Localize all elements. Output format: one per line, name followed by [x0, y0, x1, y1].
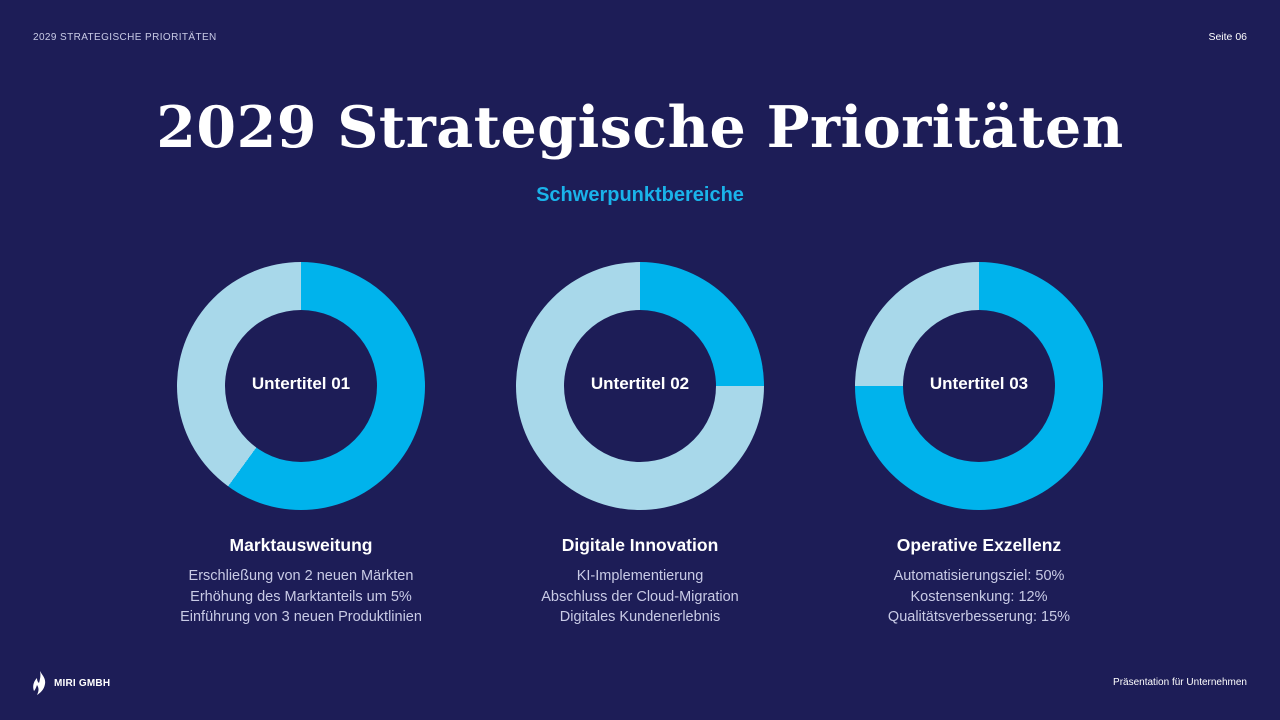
donut-hole-1: [225, 310, 377, 462]
column-heading-2: Digitale Innovation: [561, 535, 719, 555]
donut-chart-3: Untertitel 03: [855, 262, 1103, 510]
column-line: Automatisierungsziel: 50%: [893, 568, 1065, 584]
column-heading-3: Operative Exzellenz: [896, 535, 1062, 555]
company-logo: MIRI GMBH: [33, 671, 110, 695]
column-line: KI-Implementierung: [576, 568, 704, 584]
priority-column-2: Untertitel 02 Digitale Innovation KI-Imp…: [470, 262, 810, 628]
column-line: Erschließung von 2 neuen Märkten: [188, 568, 414, 584]
column-lines-2: KI-Implementierung Abschluss der Cloud-M…: [470, 566, 810, 628]
section-label: 2029 STRATEGISCHE PRIORITÄTEN: [33, 32, 217, 43]
column-heading-1: Marktausweitung: [229, 535, 373, 555]
column-lines-3: Automatisierungsziel: 50% Kostensenkung:…: [809, 566, 1149, 628]
page-subtitle: Schwerpunktbereiche: [536, 184, 744, 206]
priority-column-1: Untertitel 01 Marktausweitung Erschließu…: [131, 262, 471, 628]
column-line: Qualitätsverbesserung: 15%: [887, 609, 1071, 625]
donut-hole-2: [564, 310, 716, 462]
column-lines-1: Erschließung von 2 neuen Märkten Erhöhun…: [131, 566, 471, 628]
flame-icon: [33, 671, 47, 695]
column-line: Einführung von 3 neuen Produktlinien: [180, 609, 422, 625]
donut-label-2: Untertitel 02: [590, 374, 690, 393]
donut-chart-1: Untertitel 01: [177, 262, 425, 510]
page-number: Seite 06: [1208, 31, 1247, 43]
donut-chart-2: Untertitel 02: [516, 262, 764, 510]
column-line: Erhöhung des Marktanteils um 5%: [190, 588, 412, 605]
column-line: Abschluss der Cloud-Migration: [541, 588, 739, 605]
footer-note: Präsentation für Unternehmen: [1113, 677, 1247, 688]
page-title: 2029 Strategische Prioritäten: [156, 94, 1124, 161]
logo-text: MIRI GMBH: [54, 677, 111, 689]
donut-label-3: Untertitel 03: [929, 374, 1029, 393]
donut-label-1: Untertitel 01: [251, 374, 351, 393]
priority-column-3: Untertitel 03 Operative Exzellenz Automa…: [809, 262, 1149, 628]
column-line: Kostensenkung: 12%: [910, 588, 1048, 605]
donut-hole-3: [903, 310, 1055, 462]
column-line: Digitales Kundenerlebnis: [559, 609, 721, 625]
